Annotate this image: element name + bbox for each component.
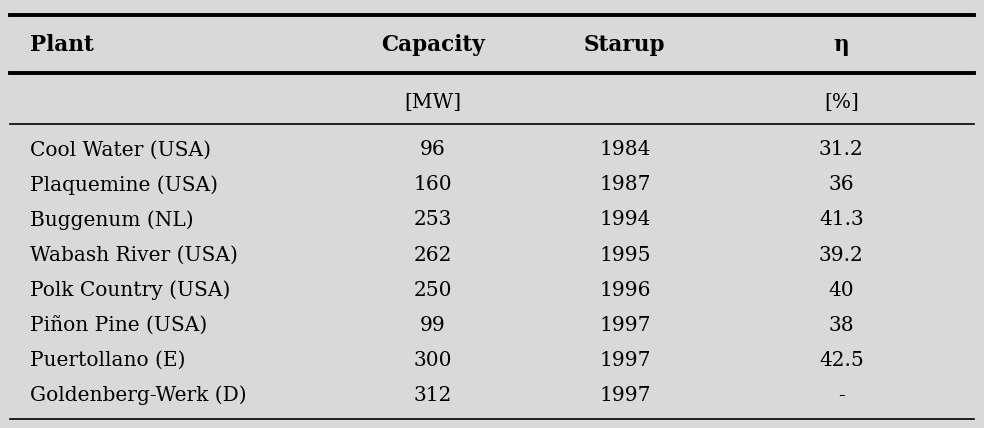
Text: 262: 262: [414, 246, 452, 265]
Text: 1996: 1996: [599, 281, 650, 300]
Text: 250: 250: [413, 281, 453, 300]
Text: Goldenberg-Werk (D): Goldenberg-Werk (D): [30, 386, 246, 405]
Text: [%]: [%]: [824, 93, 859, 112]
Text: Capacity: Capacity: [381, 34, 485, 56]
Text: -: -: [838, 386, 844, 405]
Text: Starup: Starup: [584, 34, 665, 56]
Text: 1995: 1995: [599, 246, 650, 265]
Text: 1997: 1997: [599, 386, 650, 405]
Text: 41.3: 41.3: [819, 211, 864, 229]
Text: Plaquemine (USA): Plaquemine (USA): [30, 175, 217, 195]
Text: 1994: 1994: [599, 211, 650, 229]
Text: Buggenum (NL): Buggenum (NL): [30, 210, 193, 230]
Text: 38: 38: [829, 316, 854, 335]
Text: 42.5: 42.5: [819, 351, 864, 370]
Text: 99: 99: [420, 316, 446, 335]
Text: 160: 160: [413, 175, 453, 194]
Text: 39.2: 39.2: [819, 246, 864, 265]
Text: Cool Water (USA): Cool Water (USA): [30, 140, 211, 159]
Text: 1997: 1997: [599, 351, 650, 370]
Text: 1984: 1984: [599, 140, 650, 159]
Text: [MW]: [MW]: [404, 93, 461, 112]
Text: 40: 40: [829, 281, 854, 300]
Text: Plant: Plant: [30, 34, 93, 56]
Text: η: η: [833, 34, 849, 56]
Text: 31.2: 31.2: [819, 140, 864, 159]
Text: 300: 300: [413, 351, 453, 370]
Text: Puertollano (E): Puertollano (E): [30, 351, 185, 370]
Text: 312: 312: [414, 386, 452, 405]
Text: Polk Country (USA): Polk Country (USA): [30, 280, 230, 300]
Text: 253: 253: [414, 211, 452, 229]
Text: 1987: 1987: [599, 175, 650, 194]
Text: 36: 36: [829, 175, 854, 194]
Text: 96: 96: [420, 140, 446, 159]
Text: Wabash River (USA): Wabash River (USA): [30, 246, 237, 265]
Text: 1997: 1997: [599, 316, 650, 335]
Text: Piñon Pine (USA): Piñon Pine (USA): [30, 316, 207, 335]
